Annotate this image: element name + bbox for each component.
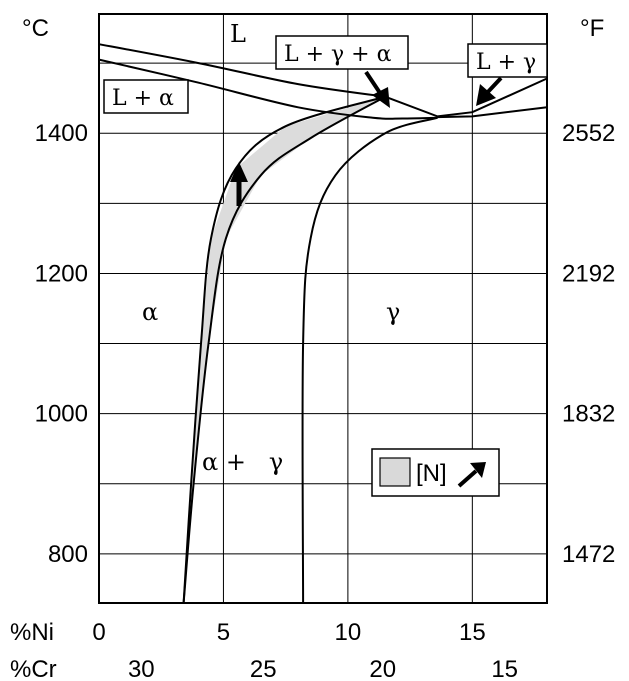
x-tick-label-ni: 15 bbox=[459, 619, 486, 646]
x-ticks-cr: 30 25 20 15 bbox=[128, 656, 518, 681]
phase-label-gamma: γ bbox=[386, 298, 400, 326]
legend-swatch bbox=[379, 457, 411, 487]
x-tick-label-cr: 20 bbox=[369, 656, 396, 681]
x-axis-label-ni: %Ni bbox=[10, 619, 54, 646]
y-right-unit: °F bbox=[580, 15, 604, 42]
y-left-tick-label: 1400 bbox=[35, 120, 88, 147]
curve-alpha-solvus-base bbox=[182, 95, 386, 604]
box-l-gamma-alpha bbox=[275, 35, 409, 70]
curve-solidus-gamma bbox=[437, 106, 548, 119]
y-left-ticks: 800 1000 1200 1400 bbox=[35, 120, 88, 568]
y-right-tick-label: 2552 bbox=[562, 120, 615, 147]
legend-arrow-icon bbox=[457, 462, 486, 488]
box-l-alpha bbox=[103, 79, 189, 114]
arrow-up-icon bbox=[230, 162, 248, 206]
box-l-gamma bbox=[467, 43, 548, 78]
curve-liquidus-alpha bbox=[98, 43, 386, 98]
y-left-unit: °C bbox=[22, 15, 49, 42]
phase-label-alpha-gamma: α + γ bbox=[202, 448, 283, 476]
arrow-to-l-gamma-icon bbox=[476, 76, 503, 106]
y-right-tick-label: 2192 bbox=[562, 260, 615, 287]
box-label-l-gamma: L + γ bbox=[476, 50, 536, 75]
x-tick-label-cr: 25 bbox=[250, 656, 277, 681]
phase-boundaries bbox=[98, 43, 548, 604]
phase-label-liquid: L bbox=[230, 20, 246, 48]
x-tick-label-ni: 0 bbox=[92, 619, 105, 646]
y-right-tick-label: 1832 bbox=[562, 401, 615, 428]
plot-frame bbox=[98, 13, 548, 604]
x-tick-label-ni: 5 bbox=[217, 619, 230, 646]
box-label-l-gamma-alpha: L + γ + α bbox=[284, 42, 392, 67]
arrow-to-l-gamma-alpha-icon bbox=[364, 70, 390, 108]
y-left-tick-label: 1000 bbox=[35, 401, 88, 428]
phase-label-alpha: α bbox=[142, 298, 158, 326]
box-label-l-alpha: L + α bbox=[112, 86, 174, 111]
y-right-tick-label: 1472 bbox=[562, 541, 615, 568]
curve-gamma-solvus bbox=[301, 116, 438, 604]
y-left-tick-label: 1200 bbox=[35, 260, 88, 287]
x-axis-label-cr: %Cr bbox=[10, 656, 57, 681]
nitrogen-band-fill bbox=[183, 96, 386, 603]
x-tick-label-cr: 15 bbox=[491, 656, 518, 681]
x-tick-label-ni: 10 bbox=[335, 619, 362, 646]
legend: [N] bbox=[371, 448, 500, 497]
curve-alpha-solvus-shifted bbox=[182, 95, 386, 604]
legend-label: [N] bbox=[416, 460, 447, 487]
x-ticks-ni: 0 5 10 15 bbox=[92, 619, 485, 646]
x-tick-label-cr: 30 bbox=[128, 656, 155, 681]
curve-solidus-alpha bbox=[98, 58, 438, 120]
curve-liquidus-gamma bbox=[384, 77, 548, 118]
nitrogen-shift-band bbox=[183, 96, 386, 603]
y-left-tick-label: 800 bbox=[48, 541, 88, 568]
y-right-ticks: 1472 1832 2192 2552 bbox=[562, 120, 615, 568]
